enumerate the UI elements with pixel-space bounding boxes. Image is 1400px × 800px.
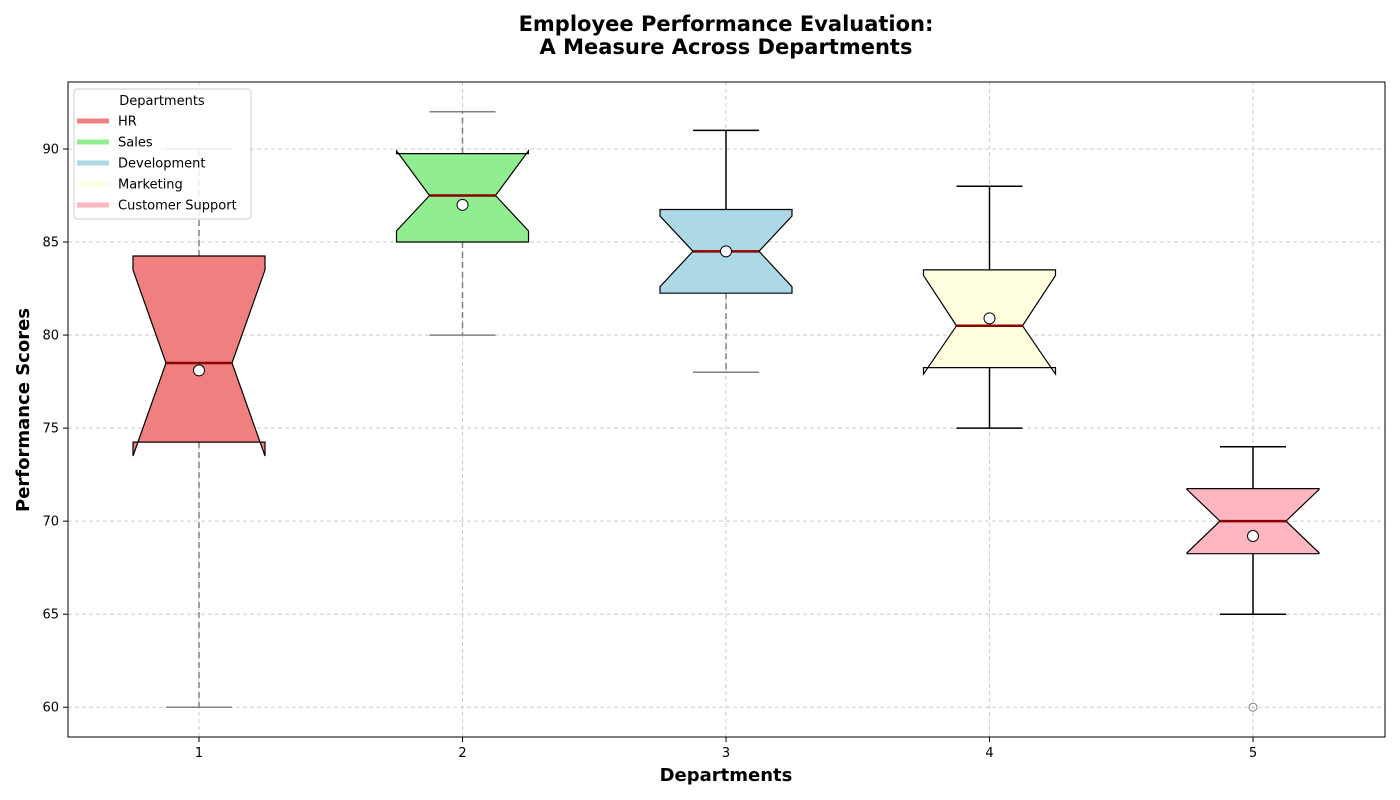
y-tick-label: 70	[42, 515, 59, 530]
legend-title: Departments	[119, 94, 205, 109]
mean-marker	[1247, 530, 1259, 543]
box-body	[132, 255, 266, 457]
box-hr	[132, 148, 266, 708]
chart-title-line-2: A Measure Across Departments	[540, 35, 913, 59]
mean-marker	[720, 245, 732, 258]
y-tick-label: 85	[42, 236, 59, 251]
legend-entry-label: Customer Support	[118, 199, 237, 214]
x-tick-label: 2	[458, 746, 466, 761]
chart-title-line-1: Employee Performance Evaluation:	[519, 12, 934, 36]
box-sales	[395, 111, 530, 336]
y-axis-label: Performance Scores	[13, 308, 34, 512]
y-tick-label: 65	[42, 608, 59, 623]
legend-entry-label: HR	[118, 115, 137, 130]
x-tick-label: 1	[195, 746, 203, 761]
mean-marker	[456, 198, 469, 211]
x-tick-label: 5	[1249, 746, 1257, 761]
box-development	[659, 129, 793, 374]
box-layer	[132, 111, 1320, 712]
box-marketing	[922, 185, 1057, 429]
x-axis-label: Departments	[660, 765, 793, 786]
tick-layer: 60 65 70 75 80 85 90 1 2 3 4 5	[42, 142, 1257, 761]
legend-entry-label: Marketing	[118, 178, 183, 193]
outlier-point	[1248, 702, 1258, 712]
y-tick-label: 90	[42, 142, 59, 157]
legend-entry-label: Sales	[118, 136, 153, 151]
y-tick-label: 80	[42, 329, 59, 344]
box-customer-support	[1186, 445, 1320, 712]
mean-marker	[193, 364, 205, 377]
x-tick-label: 3	[722, 746, 730, 761]
x-tick-label: 4	[985, 746, 993, 761]
y-tick-label: 60	[42, 701, 59, 716]
mean-marker	[983, 312, 996, 325]
legend: Departments HR Sales Development Marketing Cu…	[73, 88, 252, 220]
legend-box	[73, 88, 252, 220]
legend-entry-label: Development	[118, 157, 206, 172]
y-tick-label: 75	[42, 422, 59, 437]
